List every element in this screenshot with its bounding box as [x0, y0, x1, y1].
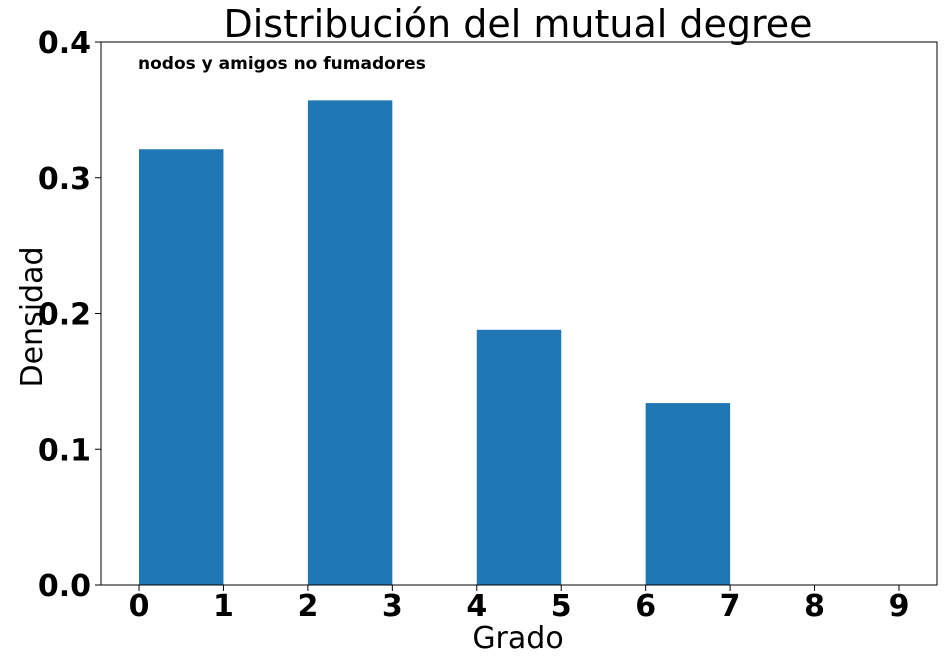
x-tick-label: 6 — [635, 589, 656, 624]
chart-title: Distribución del mutual degree — [223, 2, 812, 46]
x-axis-label: Grado — [472, 621, 563, 656]
x-tick-label: 9 — [889, 589, 910, 624]
x-axis: 0 1 2 3 4 5 6 7 8 9 — [129, 585, 910, 624]
bar-2 — [476, 329, 562, 585]
y-tick-label: 0.3 — [38, 162, 91, 197]
bar-3 — [645, 403, 731, 585]
y-axis: 0.0 0.1 0.2 0.3 0.4 — [38, 26, 101, 604]
y-tick-label: 0.2 — [38, 298, 91, 333]
y-tick-label: 0.4 — [38, 26, 91, 61]
bar-0 — [139, 149, 224, 585]
x-tick-label: 8 — [804, 589, 825, 624]
bar-1 — [307, 100, 393, 585]
x-tick-label: 3 — [382, 589, 403, 624]
chart-annotation: nodos y amigos no fumadores — [138, 54, 426, 74]
x-tick-label: 5 — [551, 589, 572, 624]
y-axis-label: Densidad — [15, 246, 50, 387]
x-tick-label: 7 — [720, 589, 741, 624]
x-tick-label: 2 — [297, 589, 318, 624]
x-tick-label: 4 — [466, 589, 487, 624]
bars — [139, 100, 731, 585]
x-tick-label: 1 — [213, 589, 234, 624]
x-tick-label: 0 — [129, 589, 150, 624]
y-tick-label: 0.1 — [38, 433, 91, 468]
y-tick-label: 0.0 — [38, 569, 91, 604]
